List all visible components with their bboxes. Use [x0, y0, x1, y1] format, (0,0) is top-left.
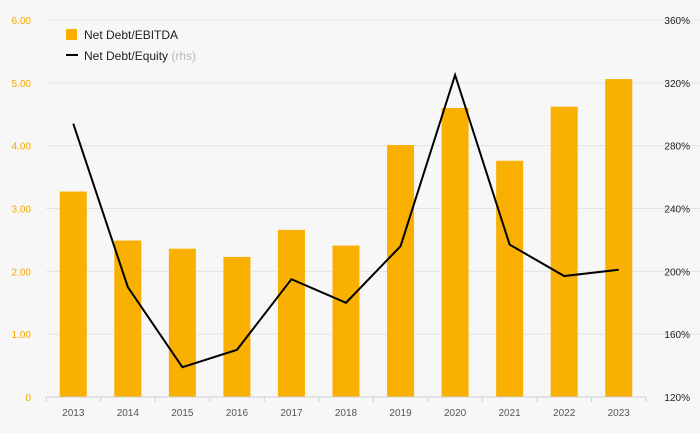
left-tick-label: 2.00 [12, 267, 32, 278]
bar-2022 [550, 106, 578, 398]
line-net-debt-equity [72, 71, 619, 369]
bar-2020 [441, 107, 469, 397]
x-tick-label: 2015 [171, 408, 194, 419]
left-tick-label: 3.00 [12, 205, 32, 216]
right-tick-label: 160% [664, 330, 690, 341]
x-tick-label: 2013 [62, 408, 85, 419]
x-tick-label: 2020 [444, 408, 467, 419]
x-tick-label: 2014 [117, 408, 140, 419]
legend-rhs-note: (rhs) [171, 49, 196, 63]
x-tick-label: 2017 [280, 408, 303, 419]
left-tick-label: 6.00 [12, 16, 32, 27]
bar-2013 [59, 191, 87, 397]
x-tick-label: 2023 [608, 408, 631, 419]
bar-2015 [168, 248, 196, 397]
right-y-axis: 120% 160% 200% 240% 280% 320% 360% [664, 16, 690, 404]
right-tick-label: 200% [664, 267, 690, 278]
line-series [72, 71, 619, 369]
bar-2019 [387, 145, 415, 397]
x-tick-label: 2021 [499, 408, 522, 419]
bar-2018 [332, 245, 360, 397]
bar-2023 [605, 79, 633, 398]
x-tick-label: 2016 [226, 408, 249, 419]
gridlines [46, 19, 700, 335]
legend: Net Debt/EBITDA Net Debt/Equity (rhs) [66, 28, 196, 63]
left-tick-label: 4.00 [12, 142, 32, 153]
bar-2016 [223, 256, 251, 397]
left-tick-label: 1.00 [12, 330, 32, 341]
right-tick-label: 240% [664, 205, 690, 216]
bar-2021 [496, 160, 524, 397]
right-tick-label: 120% [664, 393, 690, 404]
bars-series [59, 79, 633, 398]
x-tick-label: 2019 [389, 408, 412, 419]
right-tick-label: 360% [664, 16, 690, 27]
right-tick-label: 280% [664, 142, 690, 153]
right-tick-label: 320% [664, 79, 690, 90]
legend-swatch-net-debt-ebitda [66, 29, 77, 40]
legend-label-net-debt-ebitda: Net Debt/EBITDA [84, 28, 178, 42]
x-tick-label: 2018 [335, 408, 358, 419]
legend-label-net-debt-equity: Net Debt/Equity (rhs) [84, 49, 196, 63]
bar-2014 [114, 240, 142, 397]
bar-2017 [277, 229, 305, 397]
x-tick-label: 2022 [553, 408, 576, 419]
left-tick-label: 5.00 [12, 79, 32, 90]
left-tick-label: 0 [25, 393, 31, 404]
left-y-axis: 0 1.00 2.00 3.00 4.00 5.00 6.00 [12, 16, 32, 404]
x-axis: 2013 2014 2015 2016 2017 2018 2019 2020 2021 2022… [45, 396, 647, 419]
